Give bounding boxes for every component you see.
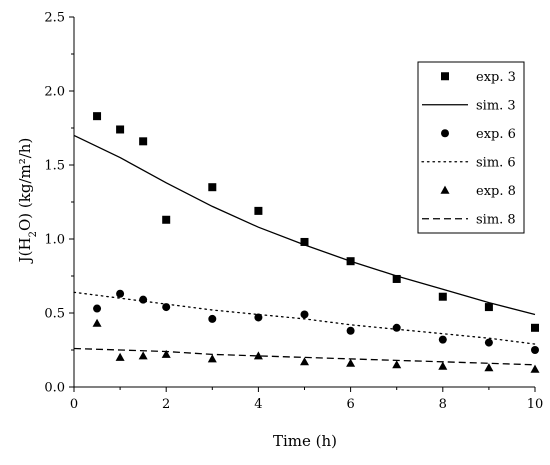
legend-label: sim. 6 (476, 155, 516, 170)
legend-label: exp. 3 (476, 70, 516, 85)
data-point-square (254, 206, 263, 215)
data-point-circle (531, 346, 539, 354)
data-point-triangle (438, 361, 448, 370)
data-point-triangle (207, 354, 217, 363)
legend-marker-square (441, 72, 449, 81)
data-point-square (484, 303, 493, 312)
y-tick-label: 2.0 (44, 85, 65, 100)
data-point-triangle (253, 351, 263, 360)
x-tick-label: 4 (254, 397, 262, 412)
data-point-circle (300, 310, 309, 319)
y-tick-label: 0.5 (44, 307, 65, 322)
data-point-circle (139, 295, 148, 304)
data-point-square (208, 183, 217, 192)
legend: exp. 3 sim. 3 exp. 6 sim. 6 exp. 8 sim. 8 (417, 61, 525, 234)
data-point-triangle (392, 360, 402, 369)
x-tick-label: 2 (162, 397, 170, 412)
legend-label: sim. 3 (476, 98, 516, 113)
legend-label: sim. 8 (476, 212, 516, 227)
series-layer (73, 112, 540, 373)
y-tick-label: 1.5 (44, 159, 65, 174)
data-point-square (139, 137, 148, 146)
data-point-triangle (92, 318, 102, 327)
data-point-circle (208, 314, 217, 323)
data-point-triangle (138, 351, 148, 360)
x-axis-title: Time (h) (273, 432, 337, 450)
y-tick-label: 1.0 (44, 233, 65, 248)
legend-label: exp. 6 (476, 127, 516, 142)
data-point-circle (162, 303, 171, 312)
legend-label: exp. 8 (476, 184, 516, 199)
x-tick-label: 0 (70, 397, 78, 412)
data-point-circle (438, 335, 447, 344)
x-tick-label: 6 (346, 397, 354, 412)
data-point-square (392, 274, 401, 283)
legend-box (417, 61, 525, 234)
data-point-square (531, 323, 539, 332)
x-tick-label: 10 (527, 397, 544, 412)
data-point-square (438, 292, 447, 301)
data-point-circle (346, 326, 355, 335)
y-tick-label: 2.5 (44, 11, 65, 26)
data-point-square (162, 215, 171, 224)
data-point-circle (484, 338, 493, 347)
series-line-sim-3 (73, 134, 536, 316)
y-axis-title-part: J(H (16, 237, 34, 264)
axes-layer: 0 2 4 6 8 10 0.0 0.5 1.0 1.5 2.0 2.5 (44, 11, 543, 413)
data-point-triangle (300, 357, 309, 366)
y-axis-title-subscript: 2 (28, 231, 39, 237)
data-point-triangle (115, 352, 125, 361)
data-point-circle (392, 323, 401, 332)
data-point-square (300, 237, 309, 246)
x-tick-label: 8 (439, 397, 447, 412)
data-point-circle (116, 289, 125, 298)
data-point-square (116, 125, 125, 134)
data-point-circle (254, 313, 263, 322)
data-point-triangle (530, 364, 540, 373)
y-axis-title: J(H2O) (kg/m²/h) (16, 138, 39, 265)
data-point-circle (93, 304, 102, 313)
series-line-sim-6 (73, 291, 536, 345)
data-point-triangle (346, 358, 356, 367)
data-point-triangle (161, 349, 171, 358)
legend-marker-circle (441, 129, 449, 138)
y-tick-label: 0.0 (44, 381, 65, 396)
data-point-square (93, 112, 102, 121)
y-axis-title-part: O) (kg/m²/h) (16, 138, 34, 231)
data-point-triangle (484, 363, 494, 372)
legend-marker-triangle (440, 185, 450, 194)
